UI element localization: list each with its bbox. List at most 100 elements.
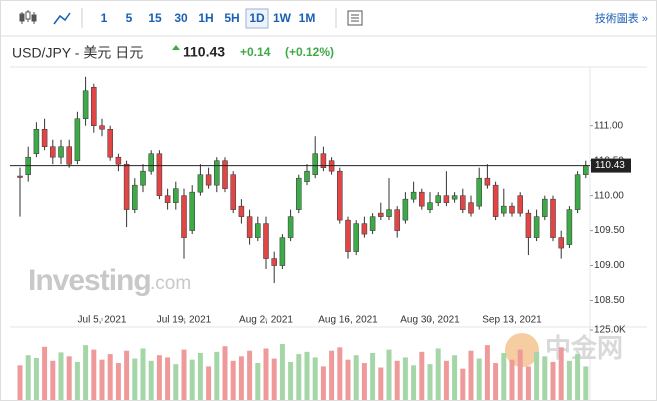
candle-body <box>410 191 417 200</box>
candle-body <box>550 198 556 238</box>
candle-body <box>246 216 253 238</box>
candle-body <box>222 160 228 189</box>
volume-bar <box>378 367 384 400</box>
volume-bar <box>222 346 228 400</box>
volume-bar <box>304 351 310 400</box>
interval-button[interactable]: 15 <box>148 11 162 25</box>
settings-icon[interactable] <box>347 10 363 26</box>
volume-bar <box>33 358 39 400</box>
candle-body <box>312 153 318 175</box>
interval-button[interactable]: 1H <box>198 11 213 25</box>
candle-body <box>566 209 573 245</box>
volume-bar <box>156 355 162 400</box>
candle-body <box>320 153 327 168</box>
volume-bar <box>443 360 449 400</box>
volume-bar <box>173 364 179 400</box>
candle-body <box>353 223 359 252</box>
volume-bar <box>206 366 212 400</box>
candle-body <box>525 212 532 238</box>
candle-body <box>74 118 81 161</box>
volume-bar <box>238 356 244 400</box>
candle-body <box>255 223 261 238</box>
volume-bar <box>91 349 97 400</box>
volume-bar <box>296 354 302 400</box>
volume-bar <box>386 349 392 400</box>
candle-body <box>132 184 138 210</box>
candle-body <box>386 209 392 217</box>
candle-body <box>460 195 466 210</box>
change-percent: (+0.12%) <box>285 45 334 59</box>
volume-bar <box>419 351 425 400</box>
volume-bar <box>50 360 56 400</box>
candle-body <box>99 125 105 130</box>
candle-body <box>402 198 409 221</box>
chart-link[interactable]: 技術圖表 » <box>595 11 648 25</box>
watermark-logo: 中金网 <box>545 333 623 363</box>
last-price: 110.43 <box>183 44 225 60</box>
candle-body <box>279 237 286 266</box>
candle-body <box>501 205 507 214</box>
candle-body <box>509 205 515 214</box>
volume-bar <box>165 357 171 400</box>
x-tick-label: Sep 13, 2021 <box>482 315 542 326</box>
volume-bar <box>468 350 474 400</box>
candle-body <box>91 87 97 126</box>
candle-body <box>17 175 23 178</box>
volume-bar <box>345 359 351 400</box>
volume-bar <box>99 359 105 400</box>
volume-bar <box>263 348 269 400</box>
candle-body <box>296 177 302 210</box>
volume-bar <box>255 363 261 400</box>
x-tick-label: Aug 16, 2021 <box>318 315 378 326</box>
candle-body <box>443 195 450 203</box>
x-tick-label: Jul 5, 2021 <box>78 315 127 326</box>
interval-button[interactable]: 1M <box>299 11 316 25</box>
volume-bar <box>394 360 400 400</box>
volume-bar <box>558 347 564 400</box>
volume-bar <box>566 360 572 400</box>
interval-button[interactable]: 30 <box>174 11 188 25</box>
candle-body <box>451 195 458 200</box>
candle-body <box>394 209 400 231</box>
candle-body <box>50 146 56 158</box>
candle-body <box>156 153 163 196</box>
candle-body <box>468 202 474 214</box>
volume-bar <box>197 352 203 400</box>
volume-bar <box>148 360 154 400</box>
watermark-brand: Investing <box>28 264 151 297</box>
interval-button[interactable]: 1D <box>249 11 265 25</box>
candle-body <box>107 128 113 158</box>
volume-bar <box>140 348 146 400</box>
up-arrow <box>172 45 180 50</box>
x-tick-label: Aug 30, 2021 <box>400 315 460 326</box>
volume-bar <box>484 345 490 400</box>
interval-button[interactable]: 5H <box>224 11 239 25</box>
candle-body <box>58 146 64 158</box>
candle-body <box>337 170 343 221</box>
active-interval <box>245 8 269 29</box>
volume-bar <box>411 365 417 400</box>
volume-bar <box>247 350 253 400</box>
last-price-box <box>591 158 631 173</box>
candle-body <box>361 223 368 235</box>
interval-button[interactable]: 1 <box>101 11 108 25</box>
last-price-label: 110.43 <box>595 160 625 171</box>
candle-icon[interactable] <box>19 10 37 24</box>
candle-body <box>378 212 384 217</box>
candle-body <box>484 177 491 186</box>
candle-body <box>369 216 376 231</box>
candle-body <box>115 156 122 165</box>
volume-bar <box>189 359 195 400</box>
candle-body <box>435 195 441 203</box>
volume-bar <box>329 350 335 400</box>
line-icon[interactable] <box>53 12 71 25</box>
candle-body <box>197 174 204 193</box>
volume-bar <box>435 348 441 400</box>
interval-button[interactable]: 5 <box>126 11 133 25</box>
candle-body <box>574 174 581 210</box>
symbol: USD/JPY - 美元 日元 <box>12 45 143 61</box>
interval-button[interactable]: 1W <box>273 11 292 25</box>
candle-body <box>173 188 179 203</box>
candle-body <box>66 146 72 165</box>
candle-body <box>82 90 89 119</box>
